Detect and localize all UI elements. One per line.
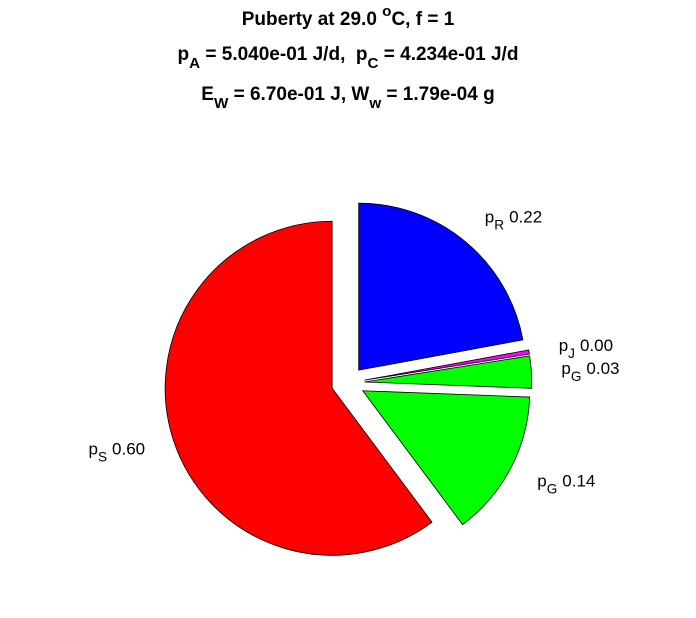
slice-label-name: p [561, 360, 570, 379]
title-segment: w [368, 95, 381, 112]
slice-label-sub: S [98, 449, 107, 464]
title-segment: o [382, 3, 391, 20]
chart-title: EW = 6.70e-01 J, Ww = 1.79e-04 g [201, 84, 494, 112]
title-segment: A [189, 55, 200, 72]
slice-label: pG 0.03 [561, 360, 619, 385]
slice-label-sub: J [568, 346, 575, 361]
slice-label: pJ 0.00 [559, 336, 613, 361]
title-segment: E [201, 84, 214, 105]
slice-label-name: p [559, 336, 568, 355]
slice-label-value: 0.22 [509, 208, 542, 227]
slice-label-name: p [537, 472, 546, 491]
slice-label-value: 0.60 [112, 440, 145, 459]
slice-label: pR 0.22 [485, 208, 542, 233]
title-segment: = 1.79e-04 g [381, 84, 495, 105]
chart-title: pA = 5.040e-01 J/d, pC = 4.234e-01 J/d [178, 44, 519, 72]
chart-title: Puberty at 29.0 oC, f = 1 [242, 3, 455, 31]
slice-label-sub: G [547, 482, 558, 497]
slice-label: pS 0.60 [88, 440, 145, 465]
title-segment: C, f = 1 [391, 9, 454, 30]
slice-label-value: 0.03 [586, 360, 619, 379]
title-segment: p [178, 44, 190, 65]
pie-slice [364, 349, 530, 381]
pie-slice [164, 220, 433, 556]
slice-label-name: p [485, 208, 494, 227]
pie-slice [358, 202, 524, 371]
title-segment: = 4.234e-01 J/d [378, 44, 518, 65]
slice-label: pG 0.14 [537, 472, 595, 497]
slice-label-sub: R [494, 218, 504, 233]
slice-label-value: 0.00 [580, 336, 613, 355]
title-segment: W [214, 95, 229, 112]
slice-label-value: 0.14 [562, 472, 595, 491]
slice-label-sub: G [571, 369, 582, 384]
pie-slice [361, 390, 531, 526]
title-segment: = 6.70e-01 J, W [228, 84, 369, 105]
title-segment: C [368, 55, 379, 72]
title-segment: Puberty at 29.0 [242, 9, 382, 30]
pie-slice [364, 355, 533, 389]
title-segment: = 5.040e-01 J/d, p [200, 44, 367, 65]
slice-label-name: p [88, 440, 97, 459]
